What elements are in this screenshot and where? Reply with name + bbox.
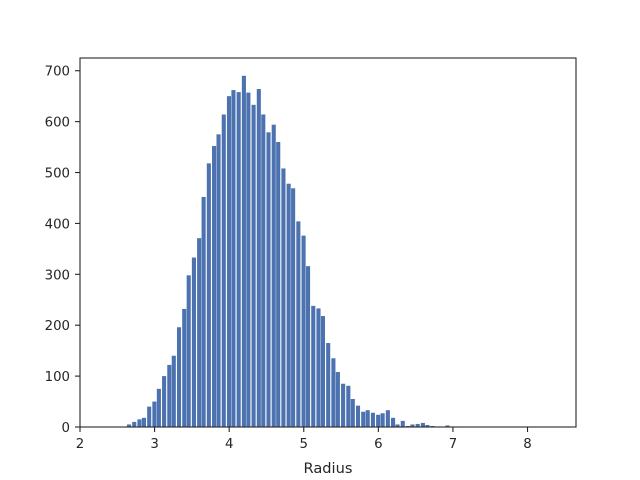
histogram-bars: [126, 75, 465, 428]
histogram-bar: [221, 114, 226, 427]
histogram-bar: [335, 372, 340, 427]
x-axis-label: Radius: [304, 460, 353, 477]
histogram-bar: [216, 134, 221, 427]
histogram-bar: [212, 146, 217, 428]
histogram-bar: [361, 411, 366, 427]
y-tick-label: 0: [62, 421, 70, 436]
histogram-bar: [206, 163, 211, 427]
histogram-bar: [167, 364, 172, 427]
histogram-bar: [147, 406, 152, 427]
histogram-bar: [281, 168, 286, 428]
histogram-bar: [182, 308, 187, 427]
histogram-bar: [286, 183, 291, 427]
y-axis-ticks: 0 100 200 300 400 500 600 700: [45, 65, 80, 436]
histogram-bar: [346, 385, 351, 427]
histogram-bar: [425, 424, 430, 427]
histogram-bar: [296, 221, 301, 427]
histogram-bar: [251, 104, 256, 427]
histogram-bar: [197, 238, 202, 427]
histogram-bar: [132, 421, 137, 427]
histogram-bar: [385, 410, 390, 427]
histogram-bar: [162, 376, 167, 427]
histogram-bar: [186, 275, 191, 427]
histogram-bar: [236, 92, 241, 427]
x-tick-label: 6: [374, 437, 382, 452]
histogram-bar: [415, 423, 420, 427]
histogram-bar: [266, 132, 271, 427]
x-tick-label: 3: [150, 437, 158, 452]
histogram-bar: [420, 422, 425, 427]
histogram-bar: [305, 266, 311, 427]
histogram-bar: [152, 401, 157, 427]
y-tick-label: 500: [45, 167, 70, 182]
histogram-bar: [380, 413, 385, 427]
histogram-bar: [376, 414, 381, 427]
x-tick-label: 2: [76, 437, 84, 452]
histogram-bar: [261, 114, 266, 427]
y-tick-label: 100: [45, 370, 70, 385]
histogram-bar: [126, 424, 132, 427]
histogram-bar: [341, 383, 346, 427]
x-tick-label: 4: [225, 437, 233, 452]
histogram-bar: [191, 257, 196, 427]
y-tick-label: 300: [45, 268, 70, 283]
histogram-bar: [391, 417, 396, 427]
histogram-bar: [171, 355, 176, 427]
histogram-bar: [410, 424, 415, 427]
y-tick-label: 200: [45, 319, 70, 334]
histogram-bar: [316, 308, 321, 427]
histogram-bar: [301, 235, 306, 427]
x-tick-label: 7: [449, 437, 457, 452]
histogram-bar: [395, 424, 400, 427]
histogram-bar: [320, 316, 326, 427]
histogram-bar: [445, 425, 450, 427]
axes-frame: [79, 57, 577, 428]
histogram-bar: [291, 188, 296, 427]
histogram-bar: [400, 420, 405, 427]
histogram-bar: [355, 405, 361, 427]
histogram-bar: [156, 388, 161, 427]
y-tick-label: 700: [45, 65, 70, 80]
histogram-bar: [331, 358, 336, 427]
histogram-bar: [350, 399, 355, 427]
histogram-bar: [226, 96, 232, 427]
x-axis-ticks: 2 3 4 5 6 7 8: [76, 427, 532, 452]
histogram-bar: [176, 327, 182, 427]
y-tick-label: 600: [45, 116, 70, 131]
x-tick-label: 8: [523, 437, 531, 452]
x-tick-label: 5: [300, 437, 308, 452]
y-tick-label: 400: [45, 217, 70, 232]
histogram-bar: [241, 75, 246, 428]
histogram-bar: [326, 343, 331, 427]
histogram-bar: [256, 89, 261, 427]
histogram-bar: [141, 417, 147, 427]
histogram-bar: [370, 412, 375, 427]
histogram-bar: [311, 305, 316, 427]
histogram-bar: [137, 419, 142, 427]
histogram-bar: [276, 141, 281, 427]
histogram-bar: [201, 196, 206, 427]
histogram-bar: [365, 410, 370, 427]
histogram-bar: [231, 90, 236, 428]
histogram-bar: [246, 92, 251, 428]
histogram-bar: [271, 124, 276, 427]
